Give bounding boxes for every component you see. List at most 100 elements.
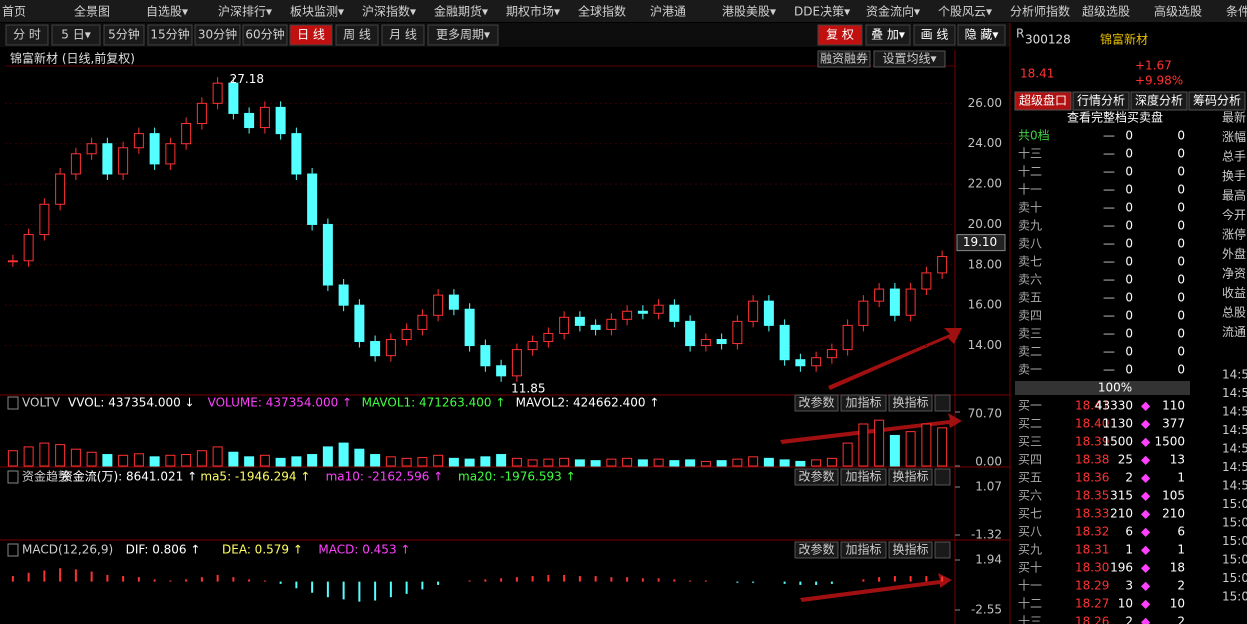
toolbar-label[interactable]: 画 线 [921, 28, 949, 42]
low-annotation: 11.85 [511, 381, 545, 395]
chart-button-label[interactable]: 融资融券 [820, 51, 868, 66]
tab-label[interactable]: 行情分析 [1077, 94, 1125, 108]
toolbar-button[interactable] [194, 24, 241, 46]
toolbar-label[interactable]: 30分钟 [198, 27, 237, 42]
volume-bar [622, 457, 633, 467]
indicator-text: MACD: 0.453 ↑ [318, 543, 410, 557]
tab[interactable] [1014, 91, 1072, 111]
panel-button[interactable] [794, 468, 839, 486]
menu-item[interactable]: 个股风云▾ [938, 5, 992, 19]
candle [622, 310, 633, 320]
toolbar-button[interactable] [51, 24, 101, 46]
toolbar-label[interactable]: 更多周期▾ [436, 28, 490, 42]
panel-button-label[interactable]: 换指标 [892, 542, 928, 557]
panel-button-label[interactable]: 改参数 [798, 542, 834, 557]
menu-item[interactable]: 首页 [2, 5, 26, 19]
volume-bar [826, 457, 837, 467]
volume-bar [401, 457, 412, 467]
panel-button[interactable] [888, 541, 933, 559]
tab[interactable] [1188, 91, 1246, 111]
toolbar-label[interactable]: 分 时 [13, 28, 41, 42]
toolbar-button[interactable] [817, 24, 863, 46]
toolbar-label[interactable]: 日 线 [297, 28, 325, 42]
tab[interactable] [1072, 91, 1130, 111]
chart-button-label[interactable]: 设置均线▾ [882, 52, 936, 66]
menu-item[interactable]: DDE决策▾ [794, 5, 850, 19]
toolbar-button[interactable] [913, 24, 956, 46]
menu-item[interactable]: 分析师指数 [1010, 4, 1070, 19]
panel-button-label[interactable]: 加指标 [845, 542, 881, 557]
tab-label[interactable]: 超级盘口 [1019, 93, 1067, 108]
toolbar-label[interactable]: 隐 藏▾ [965, 28, 999, 42]
menu-item[interactable]: 全球指数 [578, 4, 626, 19]
menu-item[interactable]: 资金流向▾ [866, 4, 920, 19]
toolbar-label[interactable]: 5 日▾ [61, 28, 90, 42]
candle [496, 365, 507, 377]
indicator-text: MAVOL1: 471263.400 ↑ [362, 396, 506, 410]
panel-button[interactable] [840, 468, 887, 486]
panel-button[interactable] [840, 541, 887, 559]
chart-button[interactable] [873, 50, 946, 68]
menu-item[interactable]: 金融期货▾ [434, 4, 488, 19]
menu-item[interactable]: 沪深指数▾ [362, 4, 416, 19]
toolbar-label[interactable]: 5分钟 [108, 27, 140, 42]
toolbar-button[interactable] [242, 24, 288, 46]
menu-item[interactable]: 沪深排行▾ [218, 5, 272, 19]
panel-button-label[interactable]: 改参数 [798, 395, 834, 410]
toolbar-label[interactable]: 叠 加▾ [871, 28, 905, 42]
panel-button-label[interactable]: 改参数 [798, 469, 834, 484]
toolbar-button[interactable] [381, 24, 425, 46]
toolbar-label[interactable]: 60分钟 [245, 27, 284, 42]
menu-item[interactable]: 港股美股▾ [722, 5, 776, 19]
toolbar-button[interactable] [289, 24, 333, 46]
panel-button-label[interactable]: 加指标 [845, 395, 881, 410]
panel-button-label[interactable]: 加指标 [845, 469, 881, 484]
tab-label[interactable]: 深度分析 [1135, 93, 1183, 108]
panel-button[interactable] [888, 394, 933, 412]
volume-bar [370, 454, 381, 467]
toolbar-label[interactable]: 周 线 [343, 28, 371, 42]
close-button[interactable] [934, 394, 951, 412]
order-book-link[interactable]: 查看完整档买卖盘 [1067, 110, 1163, 125]
toolbar-label[interactable]: 月 线 [389, 28, 417, 42]
candle [165, 143, 176, 165]
close-button[interactable] [934, 541, 951, 559]
menu-item[interactable]: 自选股▾ [146, 5, 188, 19]
toolbar-button[interactable] [147, 24, 193, 46]
trade-time: 14:5 [1222, 442, 1247, 456]
panel-button[interactable] [840, 394, 887, 412]
menu-item[interactable]: 高级选股 [1154, 4, 1202, 19]
panel-button[interactable] [888, 468, 933, 486]
level-count: 10 [1170, 597, 1185, 611]
menu-item[interactable]: 全景图 [74, 4, 110, 19]
y-tick-label: 14.00 [968, 338, 1002, 352]
tab[interactable] [1130, 91, 1188, 111]
chart-button[interactable] [817, 50, 871, 68]
toolbar-button[interactable] [335, 24, 379, 46]
menu-item[interactable]: 条件 [1226, 5, 1247, 19]
menu-item[interactable]: 超级选股 [1082, 4, 1130, 19]
menu-item[interactable]: 沪港通 [650, 5, 686, 19]
level-count: 0 [1177, 219, 1185, 233]
panel-button-label[interactable]: 换指标 [892, 395, 928, 410]
toolbar-button[interactable] [865, 24, 911, 46]
menu-item[interactable]: 板块监测▾ [290, 5, 344, 19]
close-button[interactable] [934, 468, 951, 486]
tab-label[interactable]: 筹码分析 [1193, 94, 1241, 108]
trade-time: 14:5 [1222, 423, 1247, 437]
toolbar-label[interactable]: 15分钟 [150, 27, 189, 42]
volume-bar [149, 456, 160, 467]
toolbar-label[interactable]: 复 权 [826, 28, 854, 42]
toolbar-button[interactable] [103, 24, 145, 46]
side-label: 最高 [1222, 188, 1246, 203]
panel-button[interactable] [794, 541, 839, 559]
y-tick-label: 1.07 [975, 480, 1002, 494]
volume-bar [921, 423, 932, 467]
panel-button[interactable] [794, 394, 839, 412]
menu-item[interactable]: 期权市场▾ [506, 4, 560, 19]
panel-button-label[interactable]: 换指标 [892, 469, 928, 484]
toolbar-button[interactable] [427, 24, 499, 46]
toolbar-button[interactable] [5, 24, 49, 46]
candle [937, 256, 948, 274]
toolbar-button[interactable] [957, 24, 1006, 46]
